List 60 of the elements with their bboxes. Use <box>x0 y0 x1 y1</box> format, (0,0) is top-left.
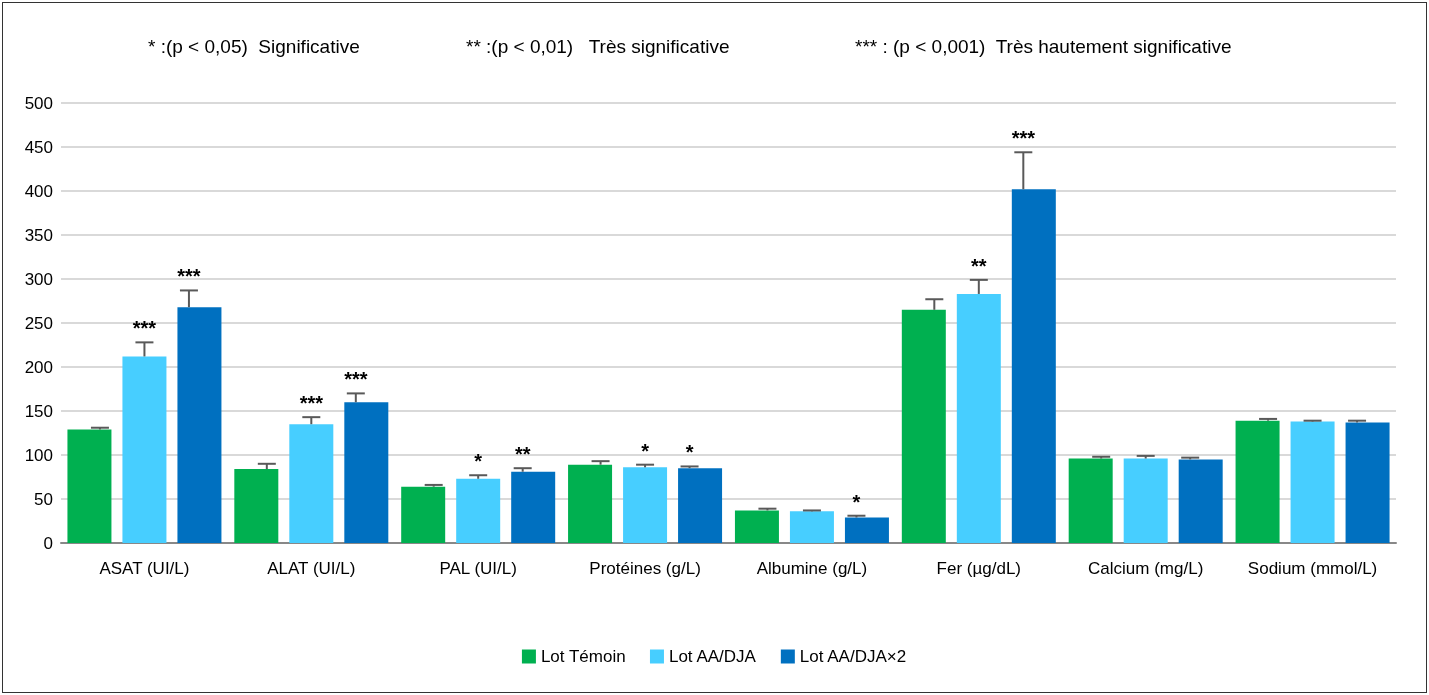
bar <box>789 511 834 543</box>
text: *** : (p < 0,001) Très hautement significative <box>855 36 1232 57</box>
text: * :(p < 0,05) Significative <box>148 36 360 57</box>
x-tick-label: Albumine (g/L) <box>756 558 868 578</box>
bar <box>511 471 556 543</box>
y-tick-label: 450 <box>24 137 53 157</box>
bar <box>901 309 946 543</box>
y-tick-label: 300 <box>24 269 53 289</box>
data-label: *** <box>299 392 324 415</box>
bar <box>1011 189 1056 543</box>
text: ** :(p < 0,01) Très significative <box>466 36 730 57</box>
data-label: * <box>685 441 694 464</box>
y-tick-label: 0 <box>43 533 53 553</box>
data-label: *** <box>132 317 157 340</box>
y-tick-label: 250 <box>24 313 53 333</box>
y-tick-label: 200 <box>24 357 53 377</box>
data-label: * <box>852 490 861 513</box>
y-tick-label: 400 <box>24 181 53 201</box>
bar <box>1123 458 1168 543</box>
y-tick-label: 100 <box>24 445 53 465</box>
bar <box>734 510 779 543</box>
data-label: *** <box>177 265 201 288</box>
y-tick-label: 150 <box>24 401 53 421</box>
bar <box>1345 422 1390 543</box>
bar <box>623 467 668 543</box>
x-tick-label: Fer (µg/dL) <box>936 558 1022 578</box>
data-label: * <box>474 450 483 473</box>
y-tick-label: 350 <box>24 225 53 245</box>
y-tick-label: 50 <box>34 489 53 509</box>
bar <box>456 478 501 543</box>
bar <box>844 517 889 543</box>
bar <box>568 464 613 543</box>
bar <box>401 486 446 543</box>
bar <box>678 468 723 543</box>
x-tick-label: ASAT (UI/L) <box>99 558 190 578</box>
data-label: *** <box>1011 127 1036 150</box>
bar <box>67 429 112 543</box>
bar <box>177 307 222 543</box>
legend-label: Lot AA/DJA×2 <box>799 647 907 666</box>
x-tick-label: Calcium (mg/L) <box>1088 558 1204 578</box>
bar <box>234 469 279 543</box>
bar <box>1235 420 1280 543</box>
bar <box>956 293 1001 543</box>
x-tick-label: Sodium (mmol/L) <box>1247 558 1378 578</box>
bar <box>1068 458 1113 543</box>
x-tick-label: PAL (UI/L) <box>439 558 517 578</box>
bar <box>122 356 167 543</box>
data-label: ** <box>514 443 531 466</box>
bar <box>344 402 389 543</box>
data-label: *** <box>344 368 368 391</box>
y-tick-label: 500 <box>24 93 53 113</box>
bar <box>1290 421 1335 543</box>
data-label: ** <box>971 254 987 277</box>
legend-label: Lot Témoin <box>540 647 626 666</box>
x-tick-label: Protéines (g/L) <box>589 558 701 578</box>
x-tick-label: ALAT (UI/L) <box>267 558 356 578</box>
legend-label: Lot AA/DJA <box>668 647 757 666</box>
bar <box>289 424 334 543</box>
data-label: * <box>641 439 650 462</box>
bar <box>1178 459 1223 543</box>
